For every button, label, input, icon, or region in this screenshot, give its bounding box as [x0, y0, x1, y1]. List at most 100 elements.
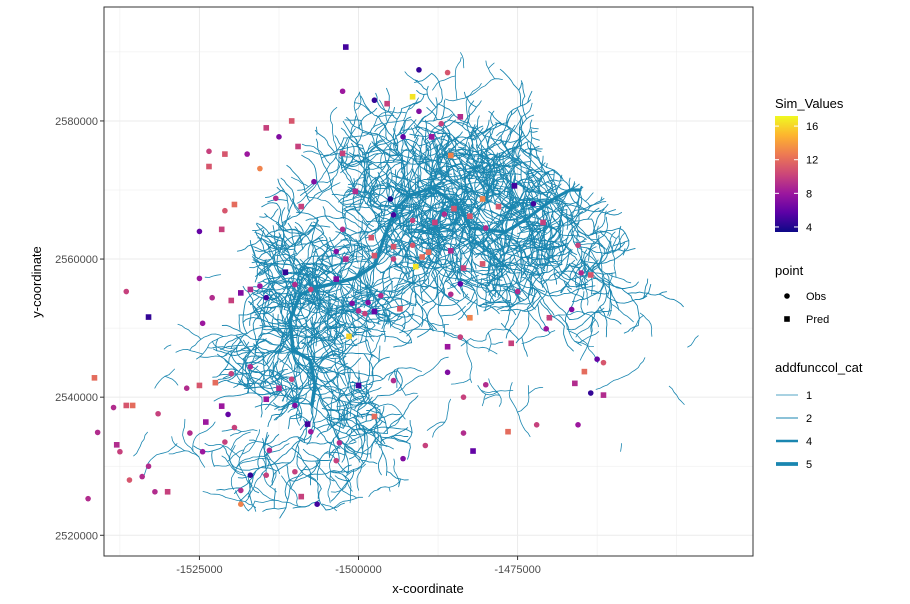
obs-point — [237, 501, 244, 508]
stream-segment — [525, 191, 542, 195]
stream-segment — [280, 377, 303, 391]
stream-segment — [506, 177, 515, 198]
stream-segment — [364, 270, 391, 299]
stream-segment — [432, 265, 444, 329]
stream-segment — [364, 202, 412, 212]
stream-segment — [341, 155, 359, 158]
stream-segment — [207, 346, 236, 349]
stream-segment — [529, 231, 542, 244]
stream-segment — [320, 334, 343, 352]
stream-segment — [371, 401, 379, 445]
stream-segment — [269, 239, 286, 264]
stream-segment — [330, 478, 349, 493]
stream-segment — [366, 152, 411, 163]
stream-segment — [557, 248, 572, 279]
stream-segment — [395, 356, 449, 392]
stream-segment — [599, 306, 608, 338]
stream-segment — [277, 235, 286, 255]
stream-segment — [317, 182, 341, 199]
stream-segment — [286, 303, 318, 341]
stream-segment — [475, 243, 490, 258]
stream-segment — [348, 189, 369, 194]
stream-segment — [388, 367, 422, 381]
pred-point — [355, 382, 362, 389]
stream-segment — [507, 150, 556, 199]
obs-point — [292, 402, 298, 409]
stream-segment — [328, 332, 357, 345]
stream-segment — [499, 189, 514, 217]
stream-segment — [430, 172, 447, 176]
stream-segment — [256, 304, 287, 325]
stream-segment — [289, 416, 302, 420]
stream-segment — [474, 174, 480, 198]
stream-segment — [449, 277, 473, 287]
stream-segment — [199, 354, 228, 358]
pred-point — [342, 256, 349, 262]
stream-segment — [264, 189, 284, 199]
x-tick-label: -1525000 — [176, 564, 223, 576]
obs-point — [543, 326, 550, 332]
stream-segment — [411, 197, 453, 233]
stream-segment — [589, 216, 609, 251]
colorbar-label: 16 — [806, 121, 818, 133]
stream-segment — [586, 263, 610, 285]
stream-segment — [438, 133, 448, 153]
stream-segment — [530, 256, 563, 265]
point-legend-label: Obs — [806, 291, 827, 303]
stream-segment — [342, 120, 362, 157]
stream-segment — [289, 458, 319, 482]
stream-segment — [560, 202, 567, 239]
stream-segment — [668, 385, 685, 405]
pred-point — [460, 265, 467, 271]
stream-segment — [577, 242, 626, 254]
stream-segment — [354, 102, 395, 117]
obs-point — [482, 381, 489, 388]
stream-segment — [476, 129, 492, 150]
stream-segment — [213, 464, 231, 467]
obs-point — [292, 281, 298, 288]
stream-segment — [488, 62, 495, 69]
obs-point — [575, 242, 581, 249]
stream-segment — [412, 159, 426, 164]
stream-segment — [254, 350, 272, 354]
stream-segment — [517, 385, 530, 413]
stream-segment — [407, 314, 434, 331]
stream-segment — [367, 175, 381, 187]
stream-segment — [261, 238, 284, 277]
stream-segment — [481, 202, 510, 255]
stream-segment — [426, 107, 438, 120]
stream-segment — [312, 249, 317, 274]
stream-segment — [246, 319, 291, 394]
stream-segment — [404, 242, 412, 263]
stream-segment — [453, 121, 495, 156]
stream-segment — [360, 459, 378, 465]
pred-point — [247, 286, 254, 293]
stream-segment — [399, 328, 447, 334]
stream-segment — [323, 152, 383, 171]
stream-segment — [377, 443, 394, 450]
stream-segment — [488, 332, 492, 353]
stream-segment — [255, 259, 316, 289]
stream-segment — [503, 161, 514, 170]
pred-point — [237, 290, 244, 296]
stream-segment — [236, 238, 262, 252]
stream-segment — [460, 277, 479, 316]
obs-point — [276, 134, 282, 140]
stream-segment — [441, 129, 451, 152]
stream-segment — [469, 190, 486, 194]
stream-segment — [500, 322, 520, 341]
stream-segment — [356, 463, 363, 491]
stream-segment — [291, 176, 310, 188]
pred-point — [390, 243, 397, 250]
pred-point — [276, 385, 282, 391]
stream-segment — [417, 180, 441, 188]
stream-segment — [307, 474, 319, 499]
stream-segment — [317, 289, 337, 299]
obs-point — [349, 300, 355, 307]
stream-segment — [259, 355, 266, 388]
stream-segment — [328, 324, 334, 341]
stream-segment — [314, 129, 343, 165]
stream-segment — [482, 134, 525, 143]
stream-segment — [481, 271, 494, 276]
